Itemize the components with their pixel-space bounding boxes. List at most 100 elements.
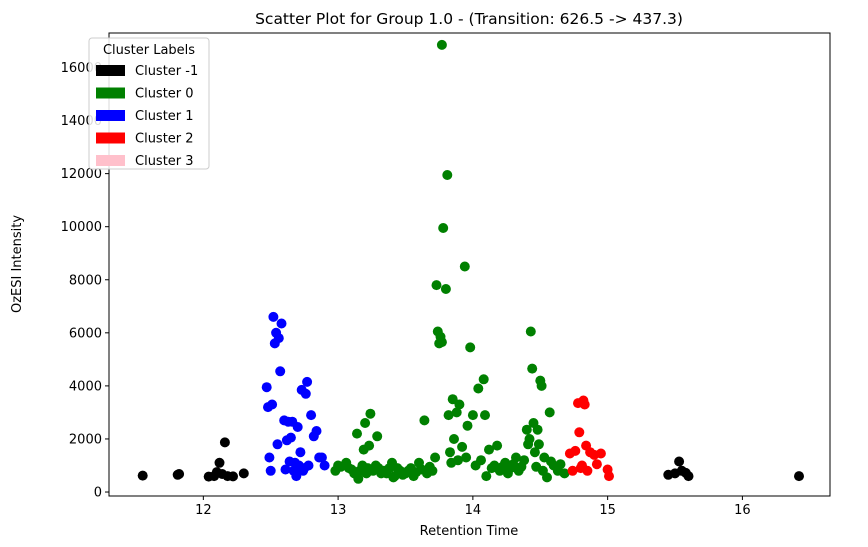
data-point — [604, 471, 614, 482]
legend-swatch — [96, 132, 125, 144]
data-point — [473, 383, 484, 394]
legend-title: Cluster Labels — [103, 43, 195, 58]
y-tick-label: 2000 — [69, 432, 102, 447]
data-point — [674, 456, 685, 467]
legend-swatch — [96, 65, 125, 76]
data-point — [276, 318, 287, 329]
data-point — [427, 465, 438, 476]
y-tick-label: 4000 — [69, 379, 102, 394]
data-point — [319, 460, 330, 471]
data-point — [219, 437, 230, 448]
data-point — [275, 366, 286, 377]
data-point — [492, 440, 503, 451]
data-point — [419, 415, 430, 426]
legend-label: Cluster 0 — [135, 87, 194, 102]
data-point — [372, 431, 383, 442]
data-point — [529, 447, 540, 458]
data-point — [302, 376, 313, 387]
data-point — [527, 363, 538, 374]
y-axis-label: OzESI Intensity — [10, 215, 25, 313]
data-point — [436, 39, 447, 50]
data-point — [264, 452, 275, 463]
data-point — [461, 452, 472, 463]
data-point — [457, 441, 468, 452]
data-point — [465, 342, 476, 353]
data-point — [544, 407, 555, 418]
data-point — [261, 382, 272, 393]
y-tick-label: 0 — [94, 486, 102, 501]
data-point — [316, 452, 327, 463]
data-point — [365, 408, 376, 419]
data-point — [291, 471, 302, 482]
data-point — [683, 471, 694, 482]
data-point — [292, 422, 303, 432]
legend-swatch — [96, 155, 125, 166]
data-point — [447, 394, 458, 405]
data-point — [228, 471, 238, 482]
data-point — [521, 424, 532, 435]
data-point — [462, 420, 473, 431]
x-tick-label: 13 — [330, 503, 347, 518]
legend-swatch — [96, 110, 125, 121]
x-axis: 12 13 14 15 16 — [195, 496, 751, 518]
legend-label: Cluster 1 — [135, 109, 194, 124]
data-point — [525, 326, 536, 337]
data-point — [478, 374, 489, 385]
data-point — [360, 418, 371, 428]
data-point — [484, 444, 494, 455]
data-point — [174, 469, 185, 479]
legend-label: Cluster 2 — [135, 132, 194, 147]
data-point — [353, 473, 364, 484]
data-point — [481, 471, 492, 482]
data-point — [555, 459, 566, 470]
data-point — [533, 439, 544, 450]
data-point — [273, 333, 284, 344]
y-tick-label: 10000 — [61, 220, 102, 235]
data-point — [567, 465, 578, 476]
data-point — [574, 427, 585, 438]
data-point — [430, 452, 441, 463]
data-point — [524, 434, 535, 444]
plot-area — [108, 32, 831, 497]
data-point — [476, 455, 486, 466]
data-point — [794, 471, 804, 482]
data-point — [311, 426, 322, 436]
data-point — [137, 470, 148, 481]
data-point — [591, 459, 602, 470]
data-point — [443, 410, 454, 421]
x-tick-label: 15 — [599, 503, 616, 518]
data-point — [438, 223, 449, 233]
data-point — [214, 457, 225, 468]
legend-label: Cluster -1 — [135, 64, 198, 79]
data-point — [519, 455, 530, 466]
data-point — [306, 410, 317, 421]
data-point — [300, 388, 311, 399]
data-point — [570, 445, 581, 456]
data-point — [582, 465, 593, 476]
data-point — [579, 399, 590, 410]
data-point — [453, 455, 463, 466]
data-point — [511, 452, 521, 463]
data-point — [303, 460, 314, 471]
data-point — [559, 468, 570, 479]
data-point — [459, 261, 470, 272]
y-tick-label: 8000 — [69, 273, 102, 288]
data-points — [137, 39, 804, 484]
legend-label: Cluster 3 — [135, 154, 194, 169]
data-point — [352, 428, 362, 439]
data-point — [536, 380, 547, 391]
data-point — [445, 447, 455, 458]
x-axis-label: Retention Time — [420, 524, 519, 539]
y-tick-label: 6000 — [69, 326, 102, 341]
legend-items: Cluster -1 Cluster 0 Cluster 1 Cluster 2 Clu… — [96, 64, 198, 169]
chart-title: Scatter Plot for Group 1.0 - (Transition… — [255, 10, 683, 28]
data-point — [280, 464, 291, 475]
y-tick-label: 12000 — [61, 167, 102, 182]
data-point — [265, 465, 276, 476]
data-point — [295, 447, 306, 458]
x-tick-label: 12 — [195, 503, 212, 518]
data-point — [542, 472, 552, 483]
data-point — [440, 284, 451, 294]
data-point — [532, 424, 543, 435]
